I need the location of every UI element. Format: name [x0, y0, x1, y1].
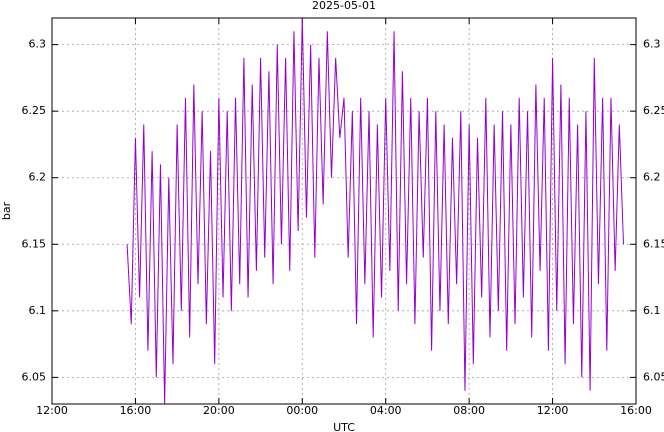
- y2-tick-label: 6.05: [643, 370, 664, 383]
- y2-tick-label: 6.1: [643, 304, 661, 317]
- y-tick-label: 6.15: [22, 237, 47, 250]
- y-tick-label: 6.3: [29, 38, 47, 51]
- y-tick-label: 6.2: [29, 171, 47, 184]
- y-tick-label: 6.25: [22, 104, 47, 117]
- x-axis-label: UTC: [333, 421, 355, 432]
- x-tick-label: 20:00: [203, 404, 235, 417]
- y2-tick-label: 6.3: [643, 38, 661, 51]
- y2-tick-label: 6.25: [643, 104, 664, 117]
- plot-frame: [51, 17, 637, 405]
- chart-title: 2025-05-01: [312, 0, 376, 12]
- x-tick-label: 16:00: [620, 404, 652, 417]
- y2-tick-label: 6.2: [643, 171, 661, 184]
- x-tick-label: 16:00: [120, 404, 152, 417]
- y-axis-label: bar: [0, 201, 13, 220]
- x-tick-label: 12:00: [36, 404, 68, 417]
- y-tick-label: 6.1: [29, 304, 47, 317]
- x-tick-label: 00:00: [286, 404, 318, 417]
- y-tick-label: 6.05: [22, 370, 47, 383]
- x-tick-label: 04:00: [370, 404, 402, 417]
- data-line: [126, 17, 624, 405]
- x-tick-label: 08:00: [453, 404, 485, 417]
- y2-tick-label: 6.15: [643, 237, 664, 250]
- x-tick-label: 12:00: [537, 404, 569, 417]
